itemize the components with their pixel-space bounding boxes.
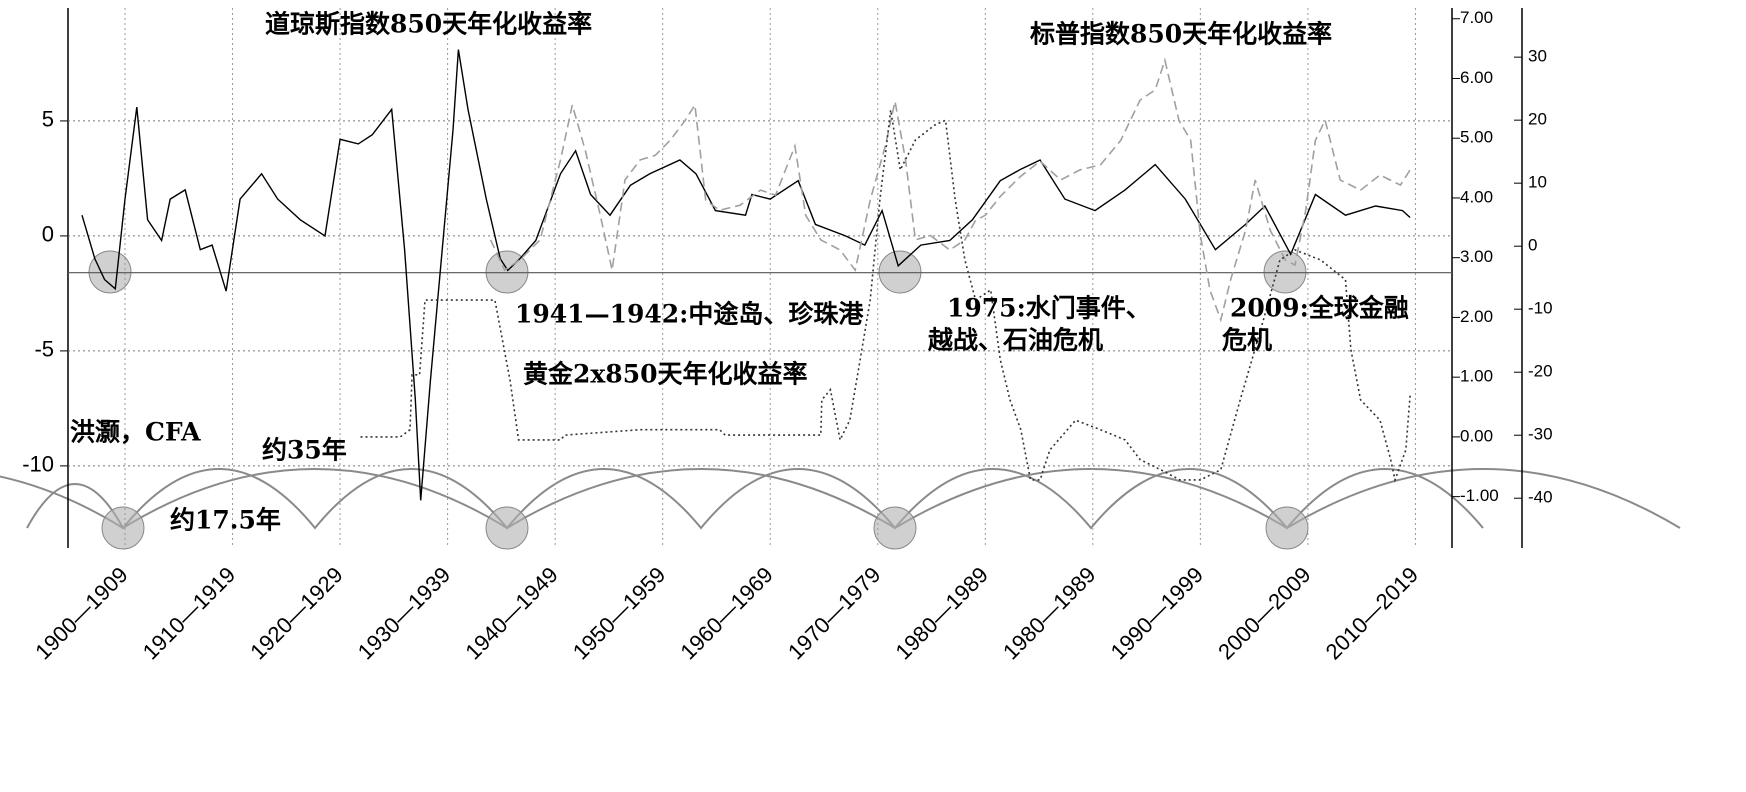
series-line	[81, 49, 1411, 501]
cycle-circle	[485, 506, 529, 550]
cycle-circle	[1263, 250, 1307, 294]
x-tick-label: 1980—1989	[890, 562, 992, 664]
y-tick-label: 5	[42, 107, 54, 132]
y3-tick-label: 30	[1528, 47, 1547, 66]
x-tick-label: 1910—1919	[138, 562, 240, 664]
x-tick-label: 1960—1969	[675, 562, 777, 664]
y3-tick-label: 0	[1528, 236, 1537, 255]
x-tick-label: 1970—1979	[783, 562, 885, 664]
x-tick-label: 2010—2019	[1321, 562, 1423, 664]
short-cycle-arc	[26, 468, 1484, 530]
annotation: 约35年	[262, 436, 347, 465]
annotation: 2009:全球金融	[1230, 294, 1409, 323]
annotation: 1975:水门事件、	[947, 294, 1151, 323]
cycle-circle	[101, 506, 145, 550]
y-tick-label: -10	[22, 452, 54, 477]
long-cycle-arc	[0, 468, 1681, 530]
cycle-circle	[1265, 506, 1309, 550]
x-tick-label: 1900—1909	[30, 562, 132, 664]
y3-tick-label: 20	[1528, 110, 1547, 129]
x-tick-label: 1980—1989	[998, 562, 1100, 664]
y3-tick-label: -20	[1528, 362, 1553, 381]
y2-tick-label: 6.00	[1460, 68, 1493, 87]
y-tick-label: 0	[42, 222, 54, 247]
y3-tick-label: -10	[1528, 299, 1553, 318]
y2-tick-label: 1.00	[1460, 367, 1493, 386]
x-tick-label: 1950—1959	[568, 562, 670, 664]
x-tick-label: 1930—1939	[353, 562, 455, 664]
x-tick-label: 1920—1929	[245, 562, 347, 664]
y3-tick-label: 10	[1528, 173, 1547, 192]
y2-tick-label: 3.00	[1460, 247, 1493, 266]
annotation: 越战、石油危机	[928, 326, 1103, 355]
annotation: 1941—1942:中途岛、珍珠港	[515, 300, 864, 329]
annotation: 约17.5年	[170, 506, 281, 535]
cycle-circles	[88, 250, 1309, 550]
series-line	[360, 109, 1411, 483]
y2-tick-label: 0.00	[1460, 426, 1493, 445]
annotation: 危机	[1222, 326, 1272, 355]
series-label: 黄金2x850天年化收益率	[523, 360, 808, 389]
cycle-arcs	[0, 468, 1681, 530]
y2-tick-label: 7.00	[1460, 8, 1493, 27]
y3-tick-label: -30	[1528, 425, 1553, 444]
y-tick-label: -5	[34, 337, 54, 362]
annotation: 洪灏，CFA	[70, 418, 201, 447]
x-tick-label: 1990—1999	[1106, 562, 1208, 664]
y2-tick-label: 2.00	[1460, 307, 1493, 326]
x-tick-label: 2000—2009	[1213, 562, 1315, 664]
cycle-circle	[88, 250, 132, 294]
cycle-circle	[873, 506, 917, 550]
series-label: 道琼斯指数850天年化收益率	[265, 10, 592, 39]
x-tick-label: 1940—1949	[460, 562, 562, 664]
y3-tick-label: -40	[1528, 488, 1553, 507]
cycle-circle	[878, 250, 922, 294]
y2-tick-label: 5.00	[1460, 128, 1493, 147]
y2-tick-label: 4.00	[1460, 187, 1493, 206]
series-line	[489, 57, 1411, 323]
series-label: 标普指数850天年化收益率	[1030, 20, 1332, 49]
y2-tick-label: -1.00	[1460, 486, 1499, 505]
